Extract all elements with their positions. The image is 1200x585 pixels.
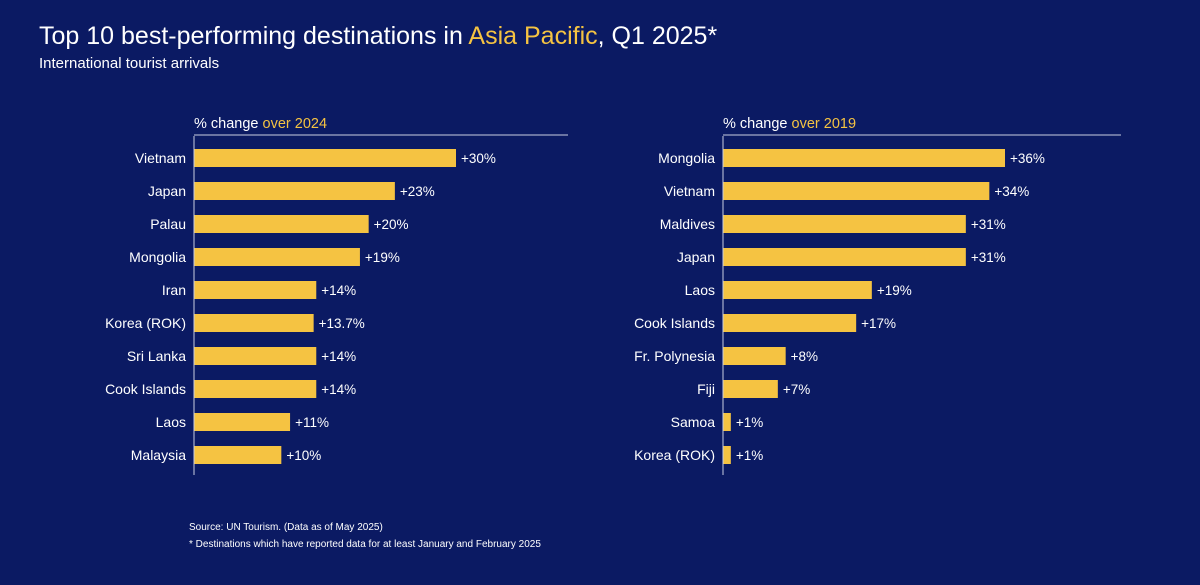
panel-title-prefix: % change bbox=[194, 116, 263, 132]
category-label: Malaysia bbox=[131, 447, 186, 463]
category-label: Cook Islands bbox=[634, 315, 715, 331]
bar bbox=[723, 347, 786, 365]
chart-panel-2: % change over 2019 Mongolia +36% Vietnam +34… bbox=[634, 116, 1121, 475]
data-label: +23% bbox=[400, 184, 435, 199]
category-label: Korea (ROK) bbox=[634, 447, 715, 463]
category-label: Sri Lanka bbox=[127, 348, 186, 364]
footer: Source: UN Tourism. (Data as of May 2025… bbox=[189, 519, 541, 553]
bar bbox=[723, 380, 778, 398]
bar bbox=[723, 446, 731, 464]
category-label: Fr. Polynesia bbox=[634, 348, 715, 364]
bar bbox=[194, 215, 369, 233]
category-label: Mongolia bbox=[129, 249, 186, 265]
category-label: Maldives bbox=[660, 216, 715, 232]
data-label: +10% bbox=[286, 448, 321, 463]
bar bbox=[723, 182, 990, 200]
data-label: +36% bbox=[1010, 151, 1045, 166]
bar bbox=[194, 149, 456, 167]
data-label: +14% bbox=[321, 382, 356, 397]
data-label: +13.7% bbox=[319, 316, 365, 331]
category-label: Korea (ROK) bbox=[105, 315, 186, 331]
data-label: +34% bbox=[994, 184, 1029, 199]
data-label: +7% bbox=[783, 382, 810, 397]
bar bbox=[723, 149, 1005, 167]
footnote: * Destinations which have reported data … bbox=[189, 539, 541, 550]
panel-title-2: % change over 2019 bbox=[723, 116, 856, 132]
data-label: +1% bbox=[736, 448, 763, 463]
bar bbox=[194, 347, 317, 365]
data-label: +14% bbox=[321, 349, 356, 364]
category-label: Fiji bbox=[697, 381, 715, 397]
bar bbox=[723, 281, 872, 299]
source-note: Source: UN Tourism. (Data as of May 2025… bbox=[189, 522, 383, 533]
page-subtitle: International tourist arrivals bbox=[39, 55, 220, 72]
panel-title-highlight: over 2019 bbox=[792, 116, 857, 132]
bar bbox=[194, 413, 291, 431]
category-label: Cook Islands bbox=[105, 381, 186, 397]
data-label: +31% bbox=[971, 217, 1006, 232]
bar bbox=[723, 248, 966, 266]
title-highlight: Asia Pacific bbox=[468, 22, 598, 50]
category-label: Palau bbox=[150, 216, 186, 232]
category-label: Laos bbox=[685, 282, 715, 298]
title-text-start: Top 10 best-performing destinations in bbox=[39, 22, 469, 50]
bar bbox=[194, 446, 282, 464]
data-label: +17% bbox=[861, 316, 896, 331]
bar bbox=[194, 314, 314, 332]
data-label: +1% bbox=[736, 415, 763, 430]
data-label: +14% bbox=[321, 283, 356, 298]
category-label: Vietnam bbox=[135, 150, 186, 166]
title-text-end: , Q1 2025* bbox=[597, 22, 718, 50]
data-label: +8% bbox=[791, 349, 818, 364]
category-label: Laos bbox=[156, 414, 186, 430]
data-label: +31% bbox=[971, 250, 1006, 265]
category-label: Iran bbox=[162, 282, 186, 298]
page-title: Top 10 best-performing destinations in A… bbox=[39, 20, 717, 52]
panel-title-1: % change over 2024 bbox=[194, 116, 327, 132]
bar bbox=[194, 380, 317, 398]
data-label: +19% bbox=[877, 283, 912, 298]
data-label: +11% bbox=[295, 415, 329, 430]
bar bbox=[194, 182, 395, 200]
panel-title-prefix: % change bbox=[723, 116, 792, 132]
bar bbox=[723, 215, 966, 233]
bar bbox=[194, 281, 317, 299]
bar bbox=[723, 413, 731, 431]
category-label: Vietnam bbox=[664, 183, 715, 199]
chart-panel-1: % change over 2024 Vietnam +30% Japan +23% Pa… bbox=[105, 116, 568, 475]
data-label: +20% bbox=[374, 217, 409, 232]
data-label: +19% bbox=[365, 250, 400, 265]
category-label: Mongolia bbox=[658, 150, 715, 166]
data-label: +30% bbox=[461, 151, 496, 166]
category-label: Japan bbox=[677, 249, 715, 265]
category-label: Samoa bbox=[671, 414, 716, 430]
bar bbox=[723, 314, 857, 332]
bar bbox=[194, 248, 360, 266]
panel-title-highlight: over 2024 bbox=[263, 116, 328, 132]
category-label: Japan bbox=[148, 183, 186, 199]
